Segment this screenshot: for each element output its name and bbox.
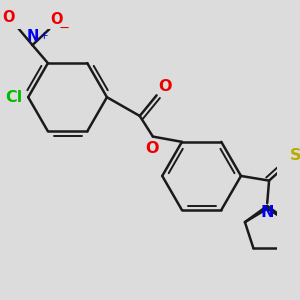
Text: O: O <box>145 141 159 156</box>
Text: N: N <box>26 29 39 44</box>
Text: Cl: Cl <box>5 90 22 105</box>
Text: O: O <box>50 12 63 27</box>
Text: O: O <box>2 11 15 26</box>
Text: S: S <box>290 148 300 163</box>
Text: −: − <box>59 22 70 35</box>
Text: O: O <box>158 80 172 94</box>
Text: N: N <box>260 205 274 220</box>
Text: +: + <box>40 31 49 41</box>
